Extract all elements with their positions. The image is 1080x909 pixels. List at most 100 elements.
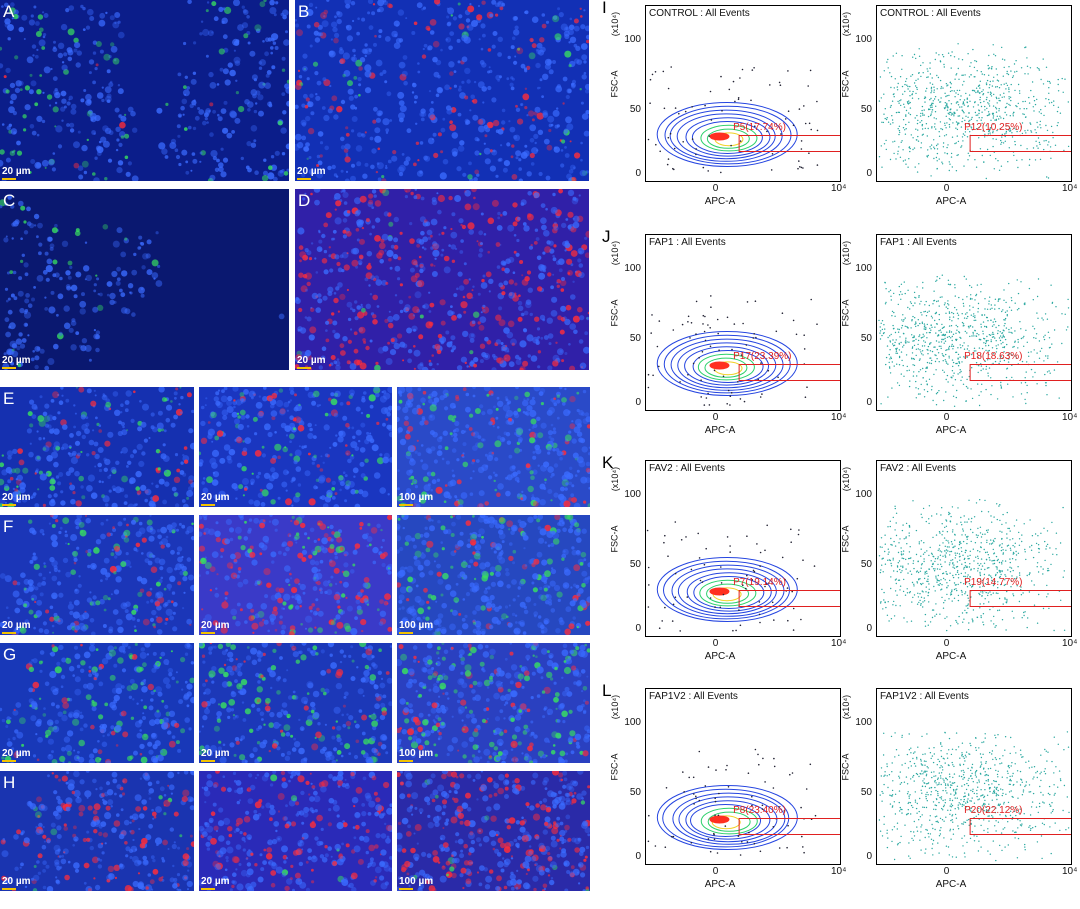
panel-label: H [3,773,16,792]
x-axis-label: APC-A [704,425,736,436]
dot-plot [878,499,1071,632]
plot-title: FAV2 : All Events [649,463,725,474]
flow-plot-L-left: FAP1V2 : All Events P8(23.40%) [645,688,841,865]
y-axis-label: FSC-A [840,70,851,97]
plot-title: FAP1 : All Events [649,237,726,248]
panel-label: K [602,453,614,472]
x-axis-label: APC-A [935,879,967,890]
panel-E-2: 20 µm [199,387,392,507]
y-axis-unit: (x10⁴) [841,466,852,492]
scale-bar [2,632,16,634]
panel-label: F [3,517,14,536]
y-axis-unit: (x10⁴) [610,240,621,266]
y-axis-label: FSC-A [609,70,620,97]
y-tick-label: 100 [624,717,641,728]
x-tick-label: 10⁴ [831,866,847,877]
y-tick-label: 100 [855,34,872,45]
panel-G-1: G 20 µm [0,643,194,763]
plot-title: FAP1V2 : All Events [880,691,969,702]
flow-plot-K-left: FAV2 : All Events P7(19.14%) [645,460,841,637]
y-tick-label: 0 [866,851,872,862]
flow-plot-J-right: FAP1 : All Events P18(18.63%) [876,234,1072,411]
scale-bar-label: 100 µm [399,748,434,759]
scale-bar [2,504,16,506]
panel-label: A [3,2,15,21]
scale-bar [2,367,16,369]
scale-bar [201,632,215,634]
tissue-texture [397,515,590,635]
scale-bar [399,760,413,762]
scale-bar-label: 20 µm [2,355,31,366]
y-tick-label: 0 [635,851,641,862]
gate-label: P7(19.14%) [733,576,786,588]
x-axis-label: APC-A [935,651,967,662]
panel-F-2: 20 µm [199,515,392,635]
tissue-texture [397,771,590,891]
x-axis-label: APC-A [935,425,967,436]
panel-label: G [3,645,17,664]
panel-label: E [3,389,15,408]
y-tick-label: 50 [629,787,641,798]
y-axis-label: FSC-A [609,525,620,552]
y-tick-label: 100 [624,34,641,45]
panel-C: C 20 µm [0,189,289,370]
plot-title: FAP1V2 : All Events [649,691,738,702]
x-tick-label: 0 [712,412,719,423]
scale-bar-label: 20 µm [297,166,326,177]
x-tick-label: 0 [943,638,950,649]
y-axis-label: FSC-A [609,753,620,780]
x-tick-label: 10⁴ [831,412,847,423]
x-tick-label: 0 [943,412,950,423]
y-axis-unit: (x10⁴) [841,11,852,37]
x-tick-label: 0 [712,866,719,877]
scale-bar-label: 20 µm [2,492,31,503]
plot-title: CONTROL : All Events [880,8,981,19]
x-axis-label: APC-A [704,879,736,890]
x-axis-label: APC-A [704,651,736,662]
panel-H-1: H 20 µm [0,771,194,891]
tissue-texture [0,515,194,635]
scale-bar-label: 20 µm [201,876,230,887]
y-axis-unit: (x10⁴) [610,466,621,492]
y-axis-unit: (x10⁴) [610,11,621,37]
panel-E-1: E 20 µm [0,387,194,507]
panel-label: D [298,191,311,210]
y-tick-label: 50 [629,559,641,570]
x-tick-label: 10⁴ [1062,412,1078,423]
scale-bar-label: 20 µm [2,748,31,759]
scale-bar [2,760,16,762]
scale-bar [201,888,215,890]
y-tick-label: 0 [866,397,872,408]
tissue-texture [0,643,194,763]
plot-title: FAV2 : All Events [880,463,956,474]
x-axis-label: APC-A [704,196,736,207]
scale-bar [297,178,311,180]
scale-bar [2,888,16,890]
panel-label: L [602,681,612,700]
y-tick-label: 100 [624,263,641,274]
y-tick-label: 50 [860,333,872,344]
panel-H-2: 20 µm [199,771,392,891]
scale-bar [297,367,311,369]
panel-label: C [3,191,16,210]
scale-bar [2,178,16,180]
y-axis-label: FSC-A [609,299,620,326]
scale-bar [399,504,413,506]
flow-plot-K-right: FAV2 : All Events P19(14.77%) [876,460,1072,637]
tissue-texture [295,189,589,370]
x-tick-label: 0 [712,183,719,194]
dot-plot [878,731,1071,862]
density-contour [647,748,840,856]
flow-plot-I-left: CONTROL : All Events P5(17.74%) [645,5,841,182]
y-tick-label: 50 [860,787,872,798]
panel-F-3: 100 µm [397,515,590,635]
y-axis-unit: (x10⁴) [610,694,621,720]
gate-label: P17(23.39%) [733,350,792,362]
x-tick-label: 0 [712,638,719,649]
tissue-texture [397,387,590,507]
y-tick-label: 50 [860,559,872,570]
tissue-texture [199,515,392,635]
scale-bar-label: 100 µm [399,492,434,503]
tissue-texture [199,643,392,763]
scale-bar-label: 20 µm [201,748,230,759]
